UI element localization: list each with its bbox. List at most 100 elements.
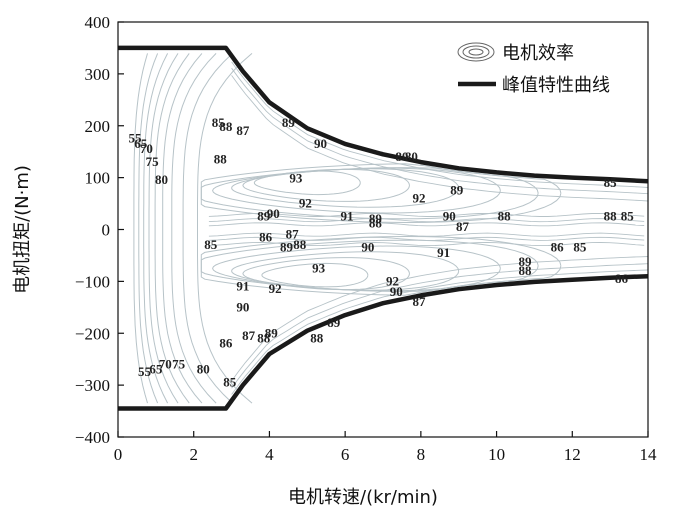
x-axis-title: 电机转速/(kr/min) <box>288 487 438 508</box>
y-tick-label: −300 <box>75 376 110 395</box>
contour-label: 88 <box>498 209 512 224</box>
contour-line <box>231 168 460 208</box>
x-tick-label: 4 <box>265 445 274 464</box>
contour-label: 85 <box>604 175 618 190</box>
legend-label-peak-curve: 峰值特性曲线 <box>502 75 610 96</box>
contour-line <box>231 67 649 195</box>
peak-characteristic-curves <box>118 45 649 411</box>
contour-line <box>182 53 233 404</box>
y-tick-label: −200 <box>75 324 110 343</box>
y-axis-title: 电机扭矩/(N·m) <box>12 165 33 294</box>
contour-label: 90 <box>236 299 249 314</box>
contour-line <box>208 222 645 227</box>
contour-label: 89 <box>265 325 279 340</box>
contour-label: 89 <box>450 183 464 198</box>
contour-line <box>231 251 460 291</box>
contour-label: 55 <box>138 364 152 379</box>
x-tick-label: 6 <box>341 445 350 464</box>
y-tick-label: 400 <box>85 13 111 32</box>
contour-line <box>148 53 179 404</box>
contour-label: 89 <box>282 115 296 130</box>
contour-label: 80 <box>395 149 408 164</box>
x-tick-label: 2 <box>189 445 198 464</box>
contour-label: 90 <box>314 136 327 151</box>
x-tick-label: 14 <box>640 445 658 464</box>
y-tick-label: 200 <box>85 117 111 136</box>
contour-label: 75 <box>172 356 186 371</box>
contour-label: 88 <box>219 119 233 134</box>
contour-label: 75 <box>146 154 160 169</box>
contour-label: 87 <box>413 294 427 309</box>
contour-label: 86 <box>219 336 233 351</box>
y-tick-label: 100 <box>85 169 111 188</box>
contour-label: 80 <box>405 149 418 164</box>
contour-label: 88 <box>257 330 271 345</box>
contour-label: 86 <box>259 229 273 244</box>
contour-label: 90 <box>361 240 374 255</box>
contour-line <box>138 53 159 404</box>
contour-label: 70 <box>140 141 153 156</box>
contour-label: 88 <box>604 209 618 224</box>
contour-label: 89 <box>280 240 294 255</box>
contour-label: 86 <box>551 240 565 255</box>
y-tick-label: 300 <box>85 65 111 84</box>
contour-label: 91 <box>437 245 450 260</box>
contour-label: 88 <box>310 330 324 345</box>
contour-line <box>261 262 369 288</box>
contour-line <box>242 257 410 291</box>
y-tick-label: −400 <box>75 428 110 447</box>
x-tick-label: 10 <box>488 445 505 464</box>
contour-line <box>208 242 645 247</box>
contour-label: 93 <box>289 171 303 186</box>
contour-line <box>171 53 217 404</box>
axes: 0 2 4 6 8 10 12 14 400 300 200 100 0 −100 −200 −300 −400… <box>12 13 657 508</box>
contour-label: 89 <box>257 209 271 224</box>
contour-label: 85 <box>573 240 587 255</box>
contour-label: 65 <box>149 362 163 377</box>
efficiency-contour-lines <box>133 53 649 404</box>
contour-label: 88 <box>369 215 383 230</box>
legend-label-efficiency: 电机效率 <box>502 43 574 64</box>
contour-label: 92 <box>269 281 282 296</box>
contour-line <box>231 263 649 389</box>
contour-label: 70 <box>159 356 172 371</box>
contour-label: 89 <box>519 254 533 269</box>
contour-label: 91 <box>236 279 249 294</box>
contour-line <box>208 232 645 237</box>
contour-label: 85 <box>223 375 237 390</box>
contour-label: 85 <box>204 237 218 252</box>
x-tick-label: 8 <box>417 445 426 464</box>
contour-line <box>231 269 649 395</box>
contour-label: 93 <box>312 260 326 275</box>
contour-label: 92 <box>299 196 312 211</box>
contour-line <box>208 212 645 217</box>
contour-label: 85 <box>212 115 226 130</box>
contour-line <box>200 167 539 220</box>
contour-label: 91 <box>341 209 354 224</box>
contour-line <box>208 218 645 223</box>
contour-label: 90 <box>390 284 403 299</box>
contour-line <box>154 53 190 404</box>
contour-line <box>212 245 501 292</box>
contour-label: 65 <box>134 136 148 151</box>
contour-label: 85 <box>621 209 635 224</box>
contour-label: 87 <box>242 328 256 343</box>
contour-label: 86 <box>615 271 629 286</box>
contour-line <box>231 256 649 382</box>
legend-contour-symbol <box>457 42 495 62</box>
contour-label: 87 <box>236 123 250 138</box>
contour-label: 89 <box>369 211 383 226</box>
contour-label: 92 <box>386 273 399 288</box>
contour-line <box>143 53 169 404</box>
contour-line <box>231 61 649 188</box>
contour-line <box>231 75 649 202</box>
contour-label: 87 <box>286 227 300 242</box>
contour-line <box>208 236 645 241</box>
contour-label: 92 <box>413 190 426 205</box>
contour-label: 80 <box>155 172 168 187</box>
contour-label: 88 <box>214 152 228 167</box>
contour-line <box>253 170 361 196</box>
